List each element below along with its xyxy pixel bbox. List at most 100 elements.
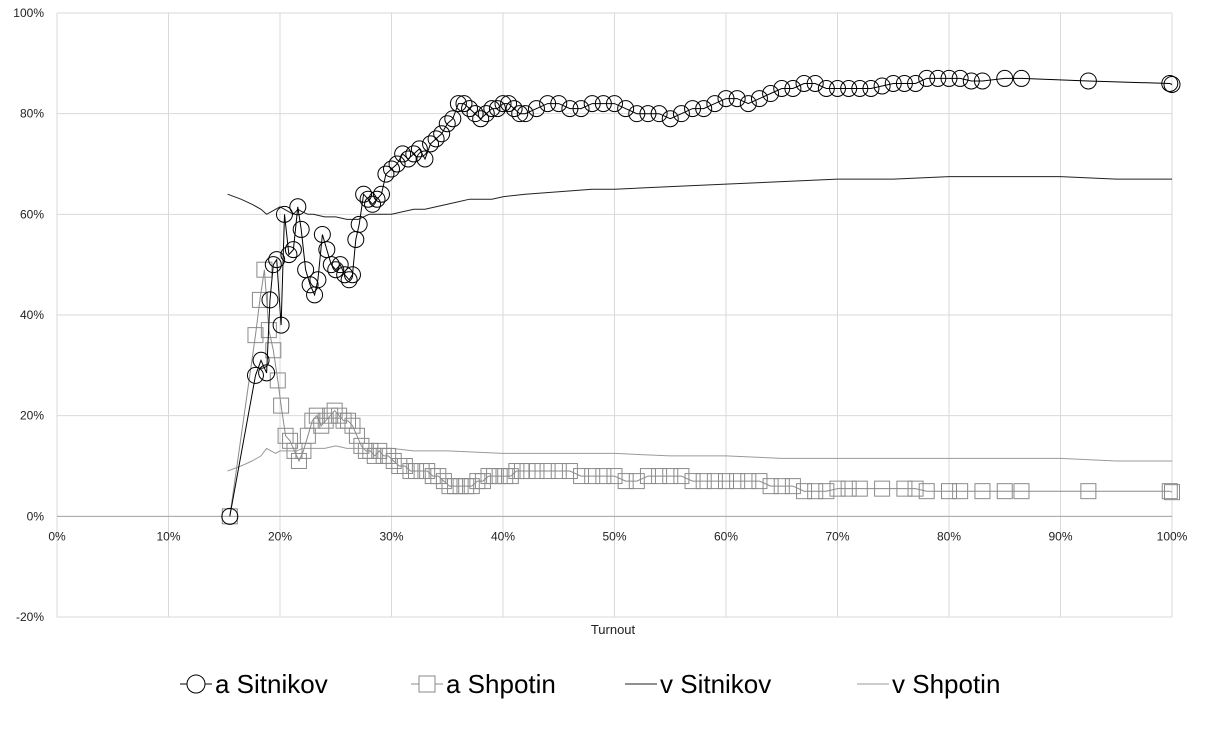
data-point-a-sitnikov xyxy=(292,220,310,238)
data-point-a-shpotin xyxy=(628,473,645,490)
x-tick-label: 40% xyxy=(491,529,515,543)
data-point-a-sitnikov xyxy=(606,95,623,113)
data-point-a-shpotin xyxy=(282,432,299,449)
data-point-a-sitnikov xyxy=(399,150,417,168)
data-point-a-sitnikov xyxy=(284,241,302,259)
data-point-a-sitnikov xyxy=(268,251,286,269)
data-point-a-sitnikov xyxy=(784,80,802,97)
data-point-a-shpotin xyxy=(796,483,813,500)
data-point-a-sitnikov xyxy=(862,80,880,97)
data-point-a-sitnikov xyxy=(594,95,612,113)
data-point-a-sitnikov xyxy=(717,90,735,108)
data-point-a-shpotin xyxy=(1080,483,1097,500)
data-point-a-sitnikov xyxy=(438,115,456,133)
data-point-a-shpotin xyxy=(265,342,282,359)
data-point-a-shpotin xyxy=(308,407,325,424)
data-point-a-shpotin xyxy=(874,480,891,497)
data-point-a-sitnikov xyxy=(494,95,512,113)
data-point-a-shpotin xyxy=(313,417,330,434)
x-tick-label: 100% xyxy=(1157,529,1188,543)
data-point-a-shpotin xyxy=(773,478,790,495)
data-point-a-shpotin xyxy=(584,468,601,485)
x-tick-label: 10% xyxy=(156,529,180,543)
data-point-a-sitnikov xyxy=(466,105,484,123)
data-point-a-shpotin xyxy=(371,442,388,459)
data-point-a-shpotin xyxy=(573,468,590,485)
data-point-a-shpotin xyxy=(818,483,835,500)
data-point-a-shpotin xyxy=(762,478,779,495)
data-point-a-sitnikov xyxy=(483,100,501,118)
data-point-a-sitnikov xyxy=(488,100,506,118)
y-tick-label: 80% xyxy=(20,107,44,121)
data-point-a-sitnikov xyxy=(331,256,349,274)
data-point-a-sitnikov xyxy=(322,256,340,274)
data-point-a-sitnikov xyxy=(550,95,568,113)
data-point-a-shpotin xyxy=(463,478,480,495)
data-point-a-sitnikov xyxy=(773,80,791,97)
data-point-a-shpotin xyxy=(385,452,402,469)
data-point-a-sitnikov xyxy=(650,105,668,123)
data-point-a-shpotin xyxy=(952,483,969,500)
legend: a Sitnikov a Shpotin v Sitnikov v Shpotin xyxy=(180,669,1000,699)
data-point-a-shpotin xyxy=(639,468,656,485)
x-tick-label: 60% xyxy=(714,529,738,543)
data-point-a-sitnikov xyxy=(275,205,293,223)
data-point-a-shpotin xyxy=(829,480,846,497)
data-point-a-sitnikov xyxy=(280,246,298,264)
data-point-a-sitnikov xyxy=(1161,74,1179,92)
data-point-a-sitnikov xyxy=(1012,69,1030,87)
series-v-sitnikov xyxy=(227,176,1172,220)
data-point-a-sitnikov xyxy=(739,95,757,113)
data-point-a-shpotin xyxy=(251,291,268,308)
data-point-a-shpotin xyxy=(673,468,690,485)
data-point-a-sitnikov xyxy=(672,105,690,123)
legend-label-v-sitnikov: v Sitnikov xyxy=(660,669,771,699)
data-point-a-sitnikov xyxy=(817,80,835,97)
data-point-a-sitnikov xyxy=(873,77,891,95)
data-point-a-sitnikov xyxy=(628,105,646,123)
series-layer xyxy=(221,69,1181,525)
data-point-a-shpotin xyxy=(539,463,556,480)
data-point-a-sitnikov xyxy=(851,80,869,97)
y-tick-label: 100% xyxy=(13,6,44,20)
data-point-a-sitnikov xyxy=(750,90,768,108)
data-point-a-sitnikov xyxy=(505,100,523,118)
y-tick-label: 60% xyxy=(20,207,44,221)
data-point-a-sitnikov xyxy=(918,69,936,87)
x-tick-label: 30% xyxy=(379,529,403,543)
data-point-a-sitnikov xyxy=(884,74,902,92)
legend-label-a-shpotin: a Shpotin xyxy=(446,669,556,699)
data-point-a-sitnikov xyxy=(261,291,279,309)
data-point-a-sitnikov xyxy=(336,266,354,284)
y-tick-label: 40% xyxy=(20,308,44,322)
data-point-a-sitnikov xyxy=(583,95,601,113)
data-point-a-shpotin xyxy=(273,397,290,414)
data-point-a-sitnikov xyxy=(394,145,412,163)
data-point-a-shpotin xyxy=(304,412,321,429)
data-point-a-sitnikov xyxy=(383,160,400,178)
data-point-a-shpotin xyxy=(474,473,491,490)
data-point-a-sitnikov xyxy=(221,507,239,525)
data-point-a-shpotin xyxy=(907,480,924,497)
data-point-a-shpotin xyxy=(606,468,623,485)
legend-marker-a-sitnikov xyxy=(186,674,206,694)
data-point-a-sitnikov xyxy=(728,90,746,108)
data-point-a-shpotin xyxy=(277,427,294,444)
data-point-a-shpotin xyxy=(362,442,379,459)
data-point-a-sitnikov xyxy=(388,155,406,173)
data-point-a-sitnikov xyxy=(561,100,579,118)
x-axis-title: Turnout xyxy=(591,622,636,637)
data-point-a-shpotin xyxy=(706,473,723,490)
data-point-a-sitnikov xyxy=(368,190,386,208)
data-point-a-sitnikov xyxy=(355,185,373,203)
data-point-a-shpotin xyxy=(353,437,370,454)
data-point-a-shpotin xyxy=(941,483,957,500)
data-point-a-shpotin xyxy=(807,483,824,500)
data-point-a-shpotin xyxy=(290,452,307,469)
data-point-a-sitnikov xyxy=(359,190,377,208)
legend-item-a-sitnikov: a Sitnikov xyxy=(180,669,328,699)
data-point-a-sitnikov xyxy=(929,69,947,87)
data-point-a-sitnikov xyxy=(343,266,361,284)
series-a-sitnikov xyxy=(221,69,1181,525)
data-point-a-sitnikov xyxy=(661,110,679,128)
